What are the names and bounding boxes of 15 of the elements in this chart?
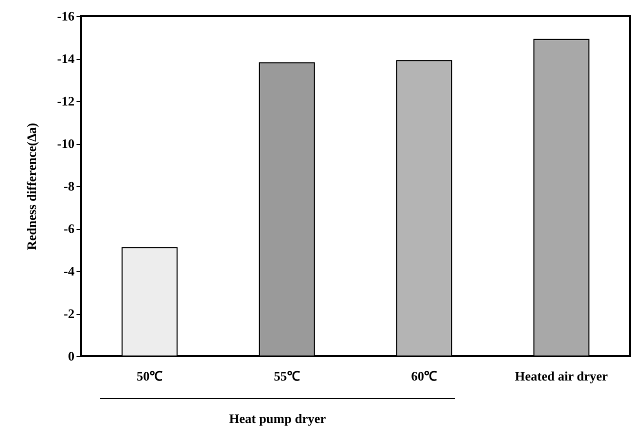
y-tick-label: 0 [68, 348, 74, 364]
y-tick-label: -2 [64, 306, 74, 321]
y-tick-label: -6 [64, 221, 75, 236]
y-tick-label: -12 [57, 94, 74, 108]
y-tick-label: -16 [57, 8, 75, 24]
x-tick-label: 55℃ [274, 368, 300, 384]
y-tick-label: -10 [57, 136, 74, 151]
x-tick-label: 50℃ [136, 368, 163, 384]
y-axis-title: Redness difference(∆a) [24, 122, 40, 250]
y-tick-label: -8 [64, 178, 75, 194]
y-tick-label: -4 [64, 264, 75, 278]
x-tick-label: Heated air dryer [514, 368, 608, 384]
text: Heat pump dryer [100, 398, 455, 427]
x-tick-label: 60℃ [411, 368, 438, 384]
y-tick-label: -14 [57, 51, 75, 66]
